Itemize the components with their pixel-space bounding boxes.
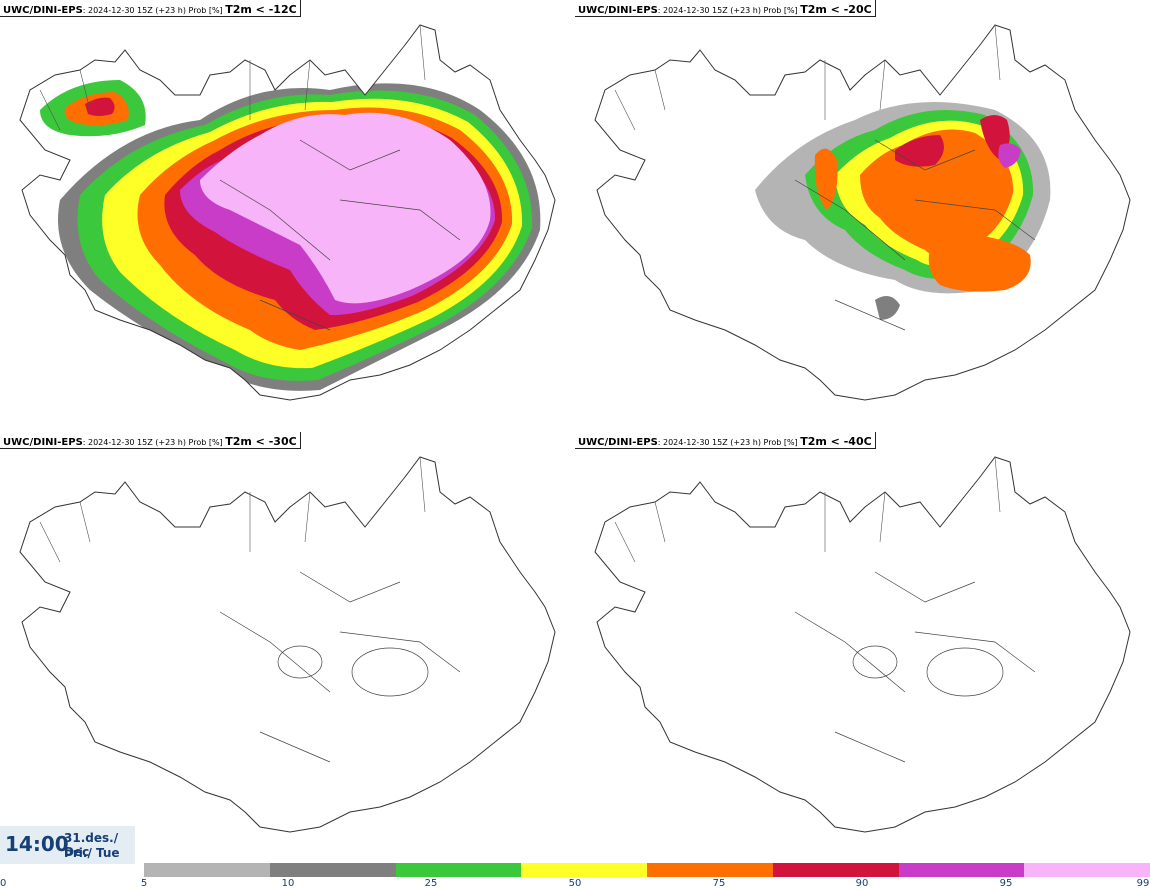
legend-swatch <box>269 863 396 877</box>
iceland-map <box>594 456 1131 833</box>
legend-swatch <box>898 863 1025 877</box>
legend-tick-label: 10 <box>281 878 295 889</box>
glacier-outline <box>277 645 323 679</box>
region-borders <box>219 139 461 331</box>
valid-date: 31.des./ Dec <box>64 831 119 859</box>
threshold-label: T2m < -40C <box>800 435 872 448</box>
model-source: UWC/DINI-EPS <box>3 5 83 16</box>
coastline <box>19 456 556 833</box>
fjord-lines <box>39 24 426 131</box>
map-panel-minus40: UWC/DINI-EPS: 2024-12-30 15Z (+23 h) Pro… <box>575 432 1150 864</box>
panel-title: UWC/DINI-EPS: 2024-12-30 15Z (+23 h) Pro… <box>0 0 301 17</box>
run-info: : 2024-12-30 15Z (+23 h) Prob [%] <box>657 438 801 447</box>
legend-tick-label: 5 <box>140 878 148 889</box>
run-info: : 2024-12-30 15Z (+23 h) Prob [%] <box>82 438 226 447</box>
coastline <box>594 456 1131 833</box>
legend-tick-label: 90 <box>855 878 869 889</box>
fjord-lines <box>614 24 1001 131</box>
panel-title: UWC/DINI-EPS: 2024-12-30 15Z (+23 h) Pro… <box>0 432 301 449</box>
valid-time-box: 14:00 31.des./ Dec Þri./ Tue <box>0 826 135 864</box>
region-borders <box>794 571 1036 763</box>
threshold-label: T2m < -30C <box>225 435 297 448</box>
map-panel-minus20: UWC/DINI-EPS: 2024-12-30 15Z (+23 h) Pro… <box>575 0 1150 432</box>
legend-tick-label: 95 <box>999 878 1013 889</box>
panel-title: UWC/DINI-EPS: 2024-12-30 15Z (+23 h) Pro… <box>575 0 876 17</box>
valid-weekday: Þri./ Tue <box>64 846 120 860</box>
probability-field <box>20 25 555 400</box>
region-borders <box>794 139 1036 331</box>
model-source: UWC/DINI-EPS <box>578 5 658 16</box>
legend-tick-label: 50 <box>568 878 582 889</box>
legend-tick-label: 0 <box>0 878 7 889</box>
legend-swatch <box>521 863 647 877</box>
iceland-map <box>19 24 556 401</box>
valid-time: 14:00 <box>5 832 69 856</box>
panel-title: UWC/DINI-EPS: 2024-12-30 15Z (+23 h) Pro… <box>575 432 876 449</box>
fjord-lines <box>614 456 1001 563</box>
iceland-map <box>19 456 556 833</box>
legend-swatch <box>395 863 522 877</box>
legend-tick-label: 99 <box>1136 878 1150 889</box>
glacier-outline <box>926 647 1004 697</box>
glacier-outline <box>351 647 429 697</box>
model-source: UWC/DINI-EPS <box>3 437 83 448</box>
threshold-label: T2m < -12C <box>225 3 297 16</box>
legend-swatch <box>1024 863 1150 877</box>
legend-swatch <box>144 863 270 877</box>
probability-legend <box>144 863 1150 877</box>
legend-tick-label: 25 <box>424 878 438 889</box>
legend-swatch <box>647 863 773 877</box>
probability-field <box>595 25 1130 400</box>
map-panel-minus30: UWC/DINI-EPS: 2024-12-30 15Z (+23 h) Pro… <box>0 432 575 864</box>
legend-swatch <box>772 863 899 877</box>
iceland-map <box>594 24 1131 401</box>
threshold-label: T2m < -20C <box>800 3 872 16</box>
fjord-lines <box>39 456 426 563</box>
glacier-outline <box>852 645 898 679</box>
map-panel-minus12: UWC/DINI-EPS: 2024-12-30 15Z (+23 h) Pro… <box>0 0 575 432</box>
legend-tick-label: 75 <box>712 878 726 889</box>
model-source: UWC/DINI-EPS <box>578 437 658 448</box>
region-borders <box>219 571 461 763</box>
run-info: : 2024-12-30 15Z (+23 h) Prob [%] <box>657 6 801 15</box>
run-info: : 2024-12-30 15Z (+23 h) Prob [%] <box>82 6 226 15</box>
